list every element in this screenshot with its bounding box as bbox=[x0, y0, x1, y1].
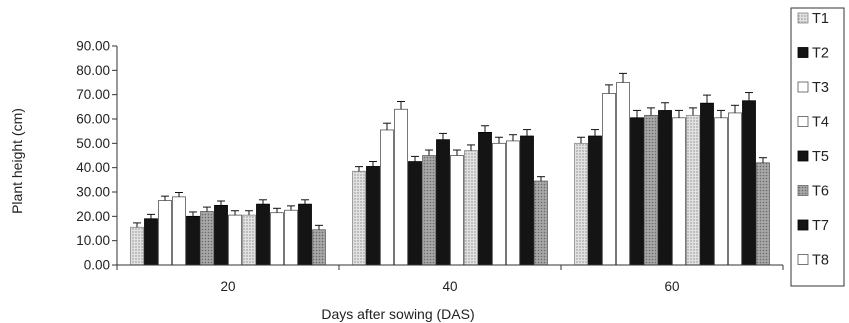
bar-t4-20 bbox=[284, 209, 298, 266]
bar-t4-40 bbox=[506, 140, 520, 266]
bar-t1-40 bbox=[464, 150, 478, 266]
bar-t6-20 bbox=[312, 229, 326, 266]
bar-t6-60 bbox=[756, 162, 770, 266]
bar-t6-20 bbox=[200, 211, 214, 266]
bar-t3-40 bbox=[380, 129, 394, 266]
legend-label-t8: T8 bbox=[812, 253, 829, 269]
bar-t4-20 bbox=[172, 196, 186, 266]
bar-t5-20 bbox=[186, 215, 200, 266]
bar-t1-20 bbox=[242, 214, 256, 266]
bar-t2-40 bbox=[478, 131, 492, 266]
bar-t8-20 bbox=[228, 214, 242, 266]
legend-label-t1: T1 bbox=[812, 11, 829, 27]
legend-swatch-t8 bbox=[797, 254, 809, 265]
axes bbox=[116, 46, 783, 266]
bar-t2-20 bbox=[256, 203, 270, 266]
legend-swatch-t4 bbox=[797, 116, 809, 127]
y-tick-label: 0.00 bbox=[84, 258, 110, 273]
bar-t4-60 bbox=[616, 82, 630, 266]
y-tick-label: 80.00 bbox=[76, 63, 110, 78]
bar-t1-40 bbox=[352, 170, 366, 266]
bar-t2-20 bbox=[144, 218, 158, 266]
bar-t7-40 bbox=[436, 139, 450, 266]
y-tick-label: 30.00 bbox=[76, 185, 110, 200]
legend-swatch-t7 bbox=[797, 219, 809, 231]
bar-t7-20 bbox=[214, 204, 228, 266]
bar-t6-40 bbox=[422, 155, 436, 266]
bar-t4-60 bbox=[728, 112, 742, 266]
bar-t2-40 bbox=[366, 166, 380, 266]
bar-t5-40 bbox=[408, 161, 422, 266]
legend: T1 T2 T3 T4 T5 T6 T7 T8 bbox=[790, 7, 845, 287]
bar-t3-40 bbox=[492, 142, 506, 266]
legend-swatch-t6 bbox=[797, 185, 809, 196]
bar-t1-60 bbox=[574, 142, 588, 266]
x-tick-label: 40 bbox=[442, 279, 457, 294]
legend-swatch-t5 bbox=[797, 150, 809, 162]
bar-t5-40 bbox=[520, 135, 534, 266]
bar-t3-20 bbox=[270, 212, 284, 266]
bar-t5-20 bbox=[298, 203, 312, 266]
y-tick-label: 90.00 bbox=[76, 39, 110, 54]
bar-t5-60 bbox=[742, 100, 756, 266]
legend-swatch-t2 bbox=[797, 47, 809, 58]
bar-t3-60 bbox=[602, 93, 616, 266]
legend-label-t6: T6 bbox=[812, 184, 829, 200]
y-tick-label: 40.00 bbox=[76, 160, 110, 175]
x-tick-label: 60 bbox=[664, 279, 679, 294]
legend-swatch-t3 bbox=[797, 81, 809, 93]
y-axis-ticks: 0.00 10.00 20.00 30.00 40.00 50.00 60.00 70.00 8… bbox=[76, 39, 117, 273]
bar-t2-60 bbox=[700, 102, 714, 266]
bar-t6-40 bbox=[534, 180, 548, 266]
bar-t1-20 bbox=[130, 226, 144, 266]
y-tick-label: 20.00 bbox=[76, 209, 110, 224]
bar-t5-60 bbox=[630, 117, 644, 266]
legend-label-t4: T4 bbox=[812, 115, 829, 131]
bar-t1-60 bbox=[686, 114, 700, 266]
y-tick-label: 50.00 bbox=[76, 136, 110, 151]
legend-frame bbox=[790, 7, 845, 287]
bar-t3-60 bbox=[714, 117, 728, 266]
y-tick-label: 10.00 bbox=[76, 233, 110, 248]
bar-t2-60 bbox=[588, 135, 602, 266]
bar-t7-60 bbox=[658, 110, 672, 266]
legend-label-t3: T3 bbox=[812, 80, 829, 96]
legend-label-t5: T5 bbox=[812, 149, 829, 165]
bar-t3-20 bbox=[158, 200, 172, 266]
y-tick-label: 60.00 bbox=[76, 112, 110, 127]
bar-t6-60 bbox=[644, 114, 658, 266]
bar-series-group bbox=[130, 72, 770, 266]
x-axis-title: Days after sowing (DAS) bbox=[321, 306, 474, 322]
bar-t8-60 bbox=[672, 117, 686, 266]
legend-label-t7: T7 bbox=[812, 218, 829, 234]
legend-label-t2: T2 bbox=[812, 46, 829, 62]
y-tick-label: 70.00 bbox=[76, 87, 110, 102]
y-axis-title: Plant height (cm) bbox=[9, 108, 25, 214]
bar-t8-40 bbox=[450, 155, 464, 266]
legend-swatch-t1 bbox=[797, 12, 809, 24]
x-tick-label: 20 bbox=[220, 279, 235, 294]
bar-t4-40 bbox=[394, 108, 408, 266]
x-axis-ticks: 20 40 60 bbox=[116, 265, 784, 294]
